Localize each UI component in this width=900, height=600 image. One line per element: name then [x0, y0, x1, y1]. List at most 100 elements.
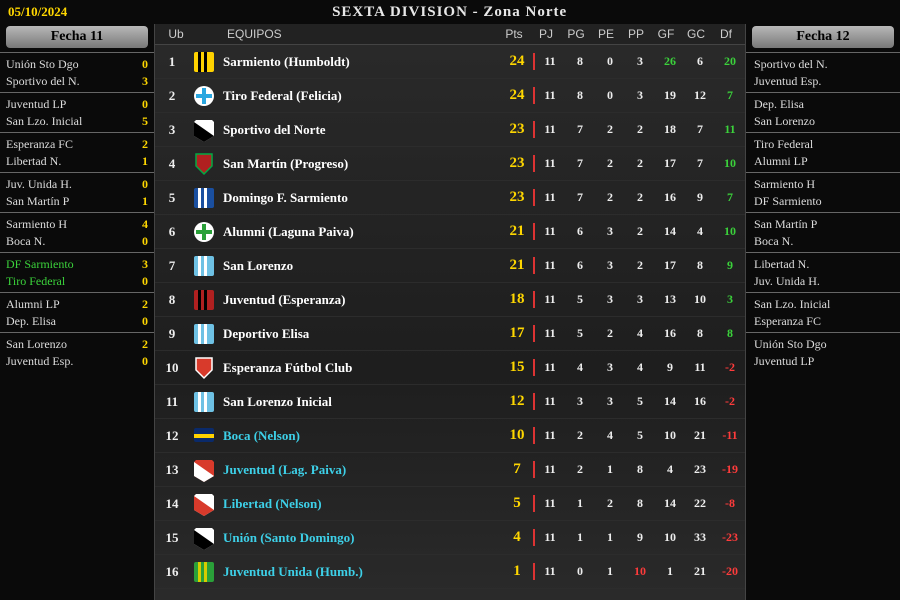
pg: 6	[565, 224, 595, 239]
pp: 2	[625, 156, 655, 171]
table-row: 10Esperanza Fútbol Club1511434911-2	[155, 351, 745, 385]
standings-table: Ub EQUIPOS Pts PJ PG PE PP GF GC Df 1Sar…	[154, 24, 746, 600]
points: 5	[501, 495, 535, 512]
team-name: Sportivo del N.	[754, 57, 892, 72]
points: 24	[501, 87, 535, 104]
team-name: Alumni LP	[6, 297, 60, 312]
pe: 1	[595, 462, 625, 477]
df: 8	[715, 326, 745, 341]
gc: 10	[685, 292, 715, 307]
match-result: Alumni LP2Dep. Elisa0	[0, 292, 154, 332]
position: 16	[155, 564, 189, 580]
table-row: 6Alumni (Laguna Paiva)211163214410	[155, 215, 745, 249]
pg: 2	[565, 428, 595, 443]
pe: 2	[595, 326, 625, 341]
team-name: Alumni (Laguna Paiva)	[219, 224, 501, 240]
team-crest-icon	[189, 526, 219, 550]
pp: 2	[625, 190, 655, 205]
team-name: Libertad N.	[754, 257, 892, 272]
pe: 0	[595, 54, 625, 69]
pg: 2	[565, 462, 595, 477]
col-gc: GC	[681, 27, 711, 41]
col-pg: PG	[561, 27, 591, 41]
team-name: Sarmiento H	[754, 177, 892, 192]
team-crest-icon	[189, 288, 219, 312]
table-row: 16Juventud Unida (Humb.)1110110121-20	[155, 555, 745, 589]
gf: 19	[655, 88, 685, 103]
pj: 11	[535, 428, 565, 443]
team-score: 3	[134, 74, 148, 89]
team-score: 1	[134, 154, 148, 169]
points: 12	[501, 393, 535, 410]
team-name: Boca N.	[754, 234, 892, 249]
team-score: 0	[134, 274, 148, 289]
pj: 11	[535, 224, 565, 239]
table-header: Ub EQUIPOS Pts PJ PG PE PP GF GC Df	[155, 24, 745, 45]
team-score: 5	[134, 114, 148, 129]
team-name: Libertad N.	[6, 154, 61, 169]
fixture: Dep. ElisaSan Lorenzo	[746, 92, 900, 132]
team-score: 0	[134, 354, 148, 369]
team-score: 0	[134, 97, 148, 112]
team-crest-icon	[189, 220, 219, 244]
fixture: Libertad N. Juv. Unida H.	[746, 252, 900, 292]
team-name: Juventud (Esperanza)	[219, 292, 501, 308]
gf: 14	[655, 224, 685, 239]
match-result: San Lorenzo2Juventud Esp.0	[0, 332, 154, 372]
pe: 0	[595, 88, 625, 103]
pe: 3	[595, 360, 625, 375]
points: 15	[501, 359, 535, 376]
pe: 3	[595, 224, 625, 239]
pg: 1	[565, 530, 595, 545]
fecha12-header: Fecha 12	[752, 26, 894, 48]
gf: 17	[655, 156, 685, 171]
position: 14	[155, 496, 189, 512]
position: 3	[155, 122, 189, 138]
pj: 11	[535, 88, 565, 103]
pj: 11	[535, 122, 565, 137]
fixture: Unión Sto DgoJuventud LP	[746, 332, 900, 372]
team-crest-icon	[189, 424, 219, 448]
team-name: DF Sarmiento	[6, 257, 74, 272]
team-score: 1	[134, 194, 148, 209]
match-result: Juventud LP0San Lzo. Inicial5	[0, 92, 154, 132]
pg: 0	[565, 564, 595, 579]
gf: 14	[655, 394, 685, 409]
pg: 5	[565, 326, 595, 341]
position: 7	[155, 258, 189, 274]
df: 7	[715, 88, 745, 103]
team-name: Juventud Esp.	[754, 74, 892, 89]
pe: 1	[595, 564, 625, 579]
team-name: Dep. Elisa	[754, 97, 892, 112]
team-name: San Martín (Progreso)	[219, 156, 501, 172]
team-crest-icon	[189, 390, 219, 414]
df: -19	[715, 462, 745, 477]
team-crest-icon	[189, 186, 219, 210]
pp: 5	[625, 428, 655, 443]
team-crest-icon	[189, 50, 219, 74]
team-name: Sarmiento H	[6, 217, 67, 232]
pg: 3	[565, 394, 595, 409]
pg: 6	[565, 258, 595, 273]
team-name: Juv. Unida H.	[754, 274, 892, 289]
pp: 9	[625, 530, 655, 545]
gc: 16	[685, 394, 715, 409]
gf: 16	[655, 190, 685, 205]
table-row: 9Deportivo Elisa17115241688	[155, 317, 745, 351]
team-name: Juventud LP	[6, 97, 66, 112]
position: 1	[155, 54, 189, 70]
gc: 9	[685, 190, 715, 205]
gc: 23	[685, 462, 715, 477]
gf: 10	[655, 530, 685, 545]
col-pts: Pts	[497, 27, 531, 41]
team-score: 0	[134, 57, 148, 72]
pp: 4	[625, 326, 655, 341]
page-title: SEXTA DIVISION - Zona Norte	[79, 4, 820, 21]
gf: 10	[655, 428, 685, 443]
pg: 7	[565, 190, 595, 205]
table-row: 3Sportivo del Norte231172218711	[155, 113, 745, 147]
pp: 2	[625, 258, 655, 273]
team-crest-icon	[189, 560, 219, 584]
pp: 4	[625, 360, 655, 375]
position: 13	[155, 462, 189, 478]
